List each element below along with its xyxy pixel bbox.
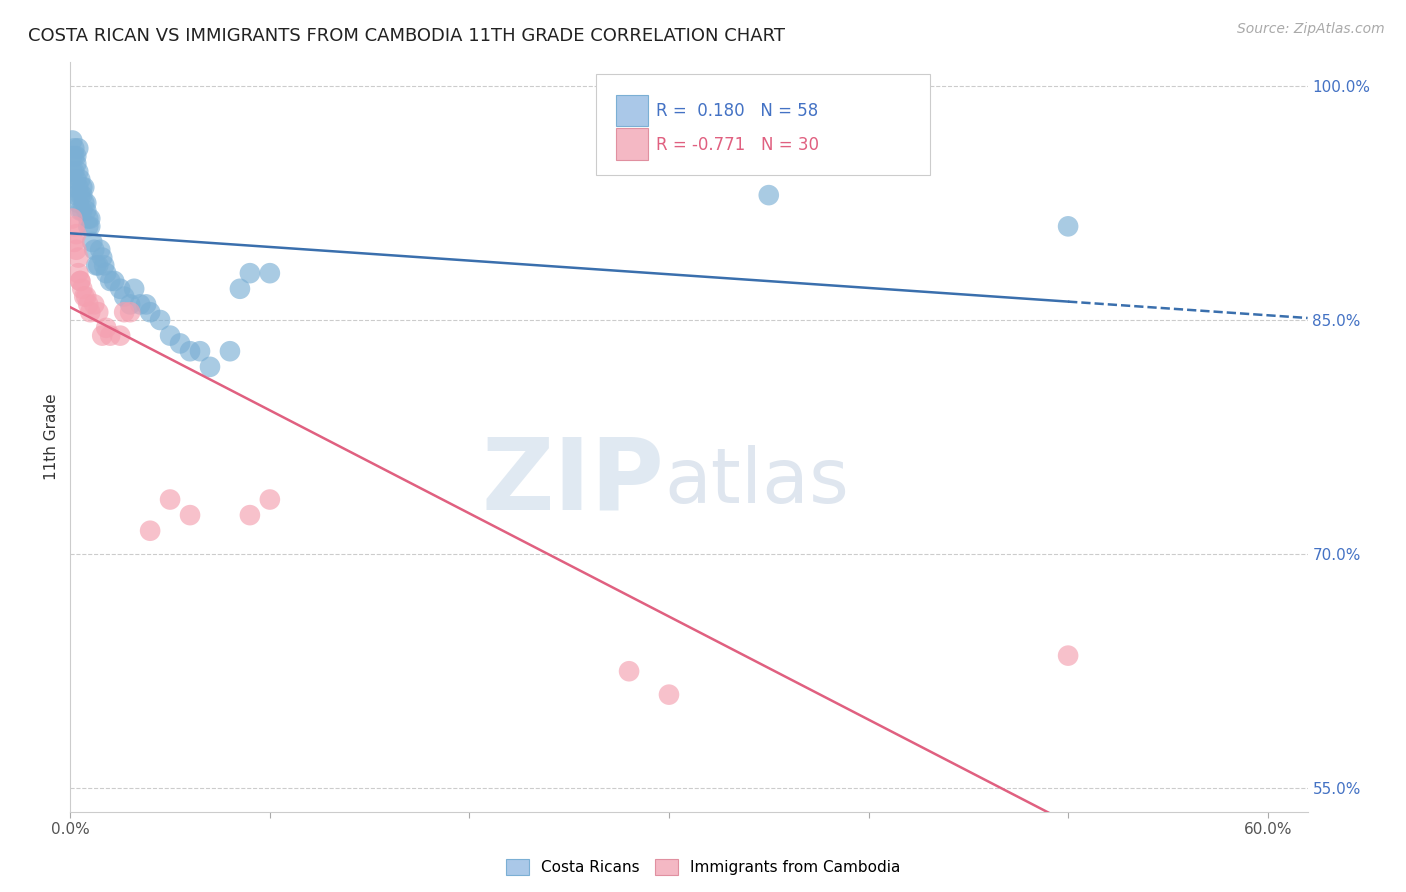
Point — [69, 172, 91, 186]
FancyBboxPatch shape — [596, 74, 931, 175]
Text: COSTA RICAN VS IMMIGRANTS FROM CAMBODIA 11TH GRADE CORRELATION CHART: COSTA RICAN VS IMMIGRANTS FROM CAMBODIA … — [28, 27, 785, 45]
FancyBboxPatch shape — [616, 95, 648, 126]
Point — [72, 282, 94, 296]
FancyBboxPatch shape — [616, 128, 648, 160]
Point — [65, 172, 87, 186]
Point — [60, 149, 83, 163]
Point — [239, 266, 262, 280]
Point — [63, 219, 86, 234]
Point — [188, 344, 211, 359]
Point — [67, 266, 90, 280]
Point — [65, 157, 87, 171]
Point — [75, 195, 97, 210]
Legend: Costa Ricans, Immigrants from Cambodia: Costa Ricans, Immigrants from Cambodia — [506, 860, 900, 875]
Point — [67, 141, 90, 155]
Point — [79, 305, 101, 319]
Point — [617, 664, 640, 678]
Point — [77, 297, 100, 311]
Point — [63, 235, 86, 249]
Text: R =  0.180   N = 58: R = 0.180 N = 58 — [655, 103, 818, 120]
Point — [72, 203, 94, 218]
Point — [120, 297, 142, 311]
Point — [159, 328, 181, 343]
Point — [229, 282, 252, 296]
Point — [98, 274, 121, 288]
Point — [98, 328, 121, 343]
Point — [169, 336, 191, 351]
Point — [179, 508, 201, 523]
Point — [1057, 219, 1080, 234]
Point — [1057, 648, 1080, 663]
Text: Source: ZipAtlas.com: Source: ZipAtlas.com — [1237, 22, 1385, 37]
Point — [60, 211, 83, 226]
Point — [63, 149, 86, 163]
Point — [73, 195, 96, 210]
Point — [60, 164, 83, 178]
Point — [96, 266, 118, 280]
Point — [198, 359, 221, 374]
Point — [259, 492, 281, 507]
Point — [65, 227, 87, 241]
Point — [65, 149, 87, 163]
Point — [65, 188, 87, 202]
Point — [82, 235, 104, 249]
Point — [69, 274, 91, 288]
Point — [77, 211, 100, 226]
Point — [87, 305, 110, 319]
Y-axis label: 11th Grade: 11th Grade — [44, 393, 59, 481]
Point — [179, 344, 201, 359]
Point — [84, 258, 107, 272]
Point — [108, 328, 131, 343]
Point — [135, 297, 157, 311]
Point — [75, 203, 97, 218]
Point — [219, 344, 242, 359]
Point — [139, 305, 162, 319]
Text: ZIP: ZIP — [481, 434, 664, 531]
Point — [69, 203, 91, 218]
Point — [758, 188, 780, 202]
Point — [120, 305, 142, 319]
Text: R = -0.771   N = 30: R = -0.771 N = 30 — [655, 136, 818, 153]
Point — [67, 251, 90, 265]
Point — [112, 289, 135, 303]
Point — [65, 243, 87, 257]
Point — [89, 243, 111, 257]
Point — [72, 180, 94, 194]
Point — [91, 328, 114, 343]
Point — [108, 282, 131, 296]
Point — [67, 180, 90, 194]
Point — [79, 219, 101, 234]
Point — [73, 289, 96, 303]
Point — [83, 297, 105, 311]
Point — [63, 180, 86, 194]
Point — [91, 251, 114, 265]
Point — [93, 258, 115, 272]
Point — [122, 282, 145, 296]
Point — [83, 243, 105, 257]
Point — [658, 688, 681, 702]
Point — [149, 313, 172, 327]
Point — [87, 258, 110, 272]
Point — [63, 141, 86, 155]
Point — [67, 195, 90, 210]
Point — [96, 320, 118, 334]
Point — [139, 524, 162, 538]
Point — [75, 289, 97, 303]
Point — [69, 274, 91, 288]
Point — [73, 180, 96, 194]
Text: atlas: atlas — [664, 445, 849, 519]
Point — [79, 211, 101, 226]
Point — [63, 164, 86, 178]
Point — [72, 188, 94, 202]
Point — [103, 274, 125, 288]
Point — [69, 188, 91, 202]
Point — [129, 297, 152, 311]
Point — [67, 164, 90, 178]
Point — [159, 492, 181, 507]
Point — [112, 305, 135, 319]
Point — [259, 266, 281, 280]
Point — [77, 219, 100, 234]
Point — [60, 133, 83, 147]
Point — [239, 508, 262, 523]
